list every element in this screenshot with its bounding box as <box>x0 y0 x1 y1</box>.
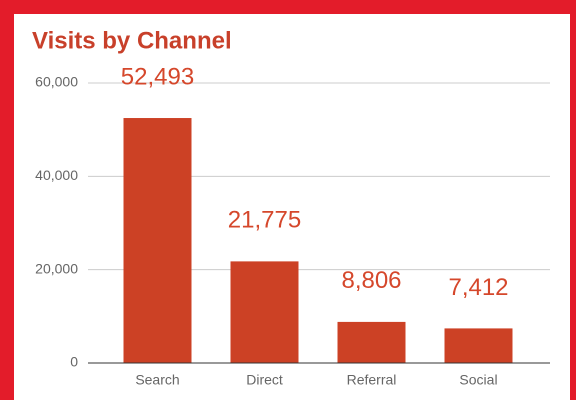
x-tick-label: Social <box>459 372 497 388</box>
x-tick-label: Direct <box>246 372 283 388</box>
x-tick-label: Search <box>135 372 179 388</box>
y-tick-label: 40,000 <box>35 167 78 183</box>
data-label: 7,412 <box>448 274 508 301</box>
bar <box>337 321 406 363</box>
bar <box>123 118 192 363</box>
y-tick-label: 20,000 <box>35 260 78 276</box>
bar <box>444 328 513 363</box>
data-label: 8,806 <box>341 267 401 294</box>
y-tick-label: 0 <box>70 354 78 370</box>
x-tick-label: Referral <box>347 372 397 388</box>
data-label: 52,493 <box>121 63 194 90</box>
data-label: 21,775 <box>228 207 301 234</box>
bar <box>230 261 299 363</box>
y-tick-label: 60,000 <box>35 74 78 90</box>
chart-title: Visits by Channel <box>32 27 232 54</box>
